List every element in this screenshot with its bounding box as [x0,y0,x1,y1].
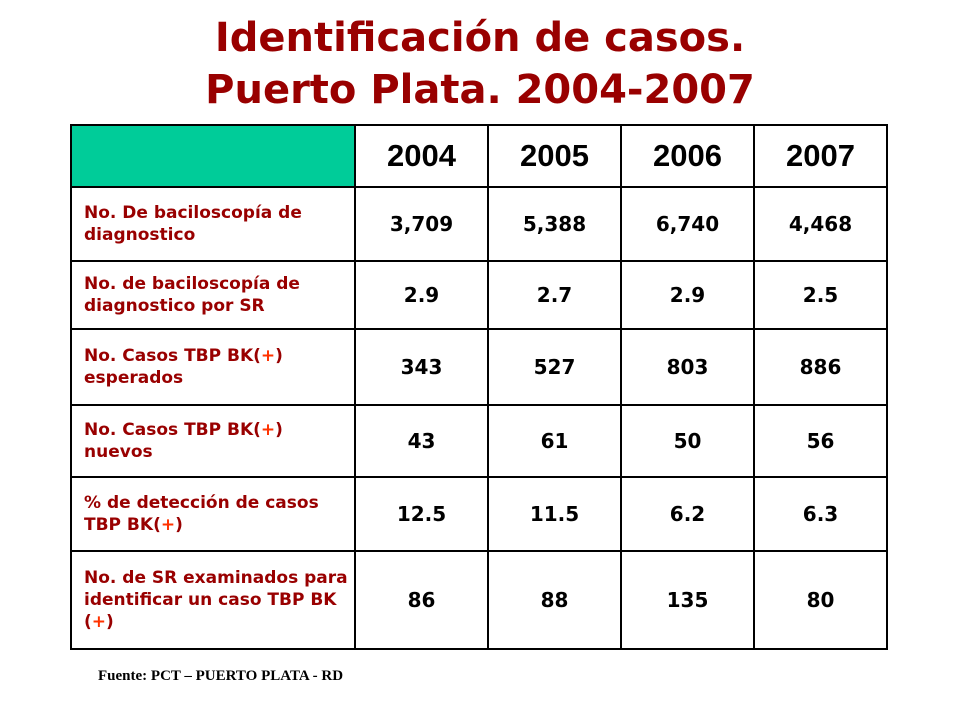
title-line-1: Identificación de casos. [214,15,746,61]
row-label: No. de SR examinados para identificar un… [70,550,356,650]
table-cell: 886 [753,328,888,406]
year-header: 2006 [620,124,755,188]
plus-sign: + [260,346,276,366]
table-cell: 527 [487,328,622,406]
table-row: No. de SR examinados para identificar un… [70,550,888,650]
year-header: 2007 [753,124,888,188]
table-row: % de detección de casos TBP BK(+) 12.5 1… [70,476,888,552]
table-cell: 2.5 [753,260,888,330]
table-cell: 135 [620,550,755,650]
table-header-row: 2004 2005 2006 2007 [70,124,888,188]
row-label: No. de baciloscopía de diagnostico por S… [70,260,356,330]
plus-sign: + [260,420,276,440]
row-label-text: No. Casos TBP BK( [84,420,261,440]
table-cell: 2.9 [354,260,489,330]
table-cell: 5,388 [487,186,622,262]
table-row: No. de baciloscopía de diagnostico por S… [70,260,888,330]
table-cell: 2.7 [487,260,622,330]
table-cell: 43 [354,404,489,478]
cases-table: 2004 2005 2006 2007 No. De baciloscopía … [70,124,888,650]
table-cell: 343 [354,328,489,406]
table-row: No. Casos TBP BK(+) nuevos 43 61 50 56 [70,404,888,478]
row-label-text: ) esperados [84,346,283,388]
table-cell: 80 [753,550,888,650]
table-cell: 4,468 [753,186,888,262]
table-cell: 50 [620,404,755,478]
row-label-text: % de detección de casos TBP BK( [84,493,319,535]
source-note: Fuente: PCT – PUERTO PLATA - RD [98,668,344,684]
year-header: 2004 [354,124,489,188]
table-cell: 6,740 [620,186,755,262]
row-label-text: ) [106,612,114,632]
table-cell: 61 [487,404,622,478]
row-label: % de detección de casos TBP BK(+) [70,476,356,552]
table-cell: 3,709 [354,186,489,262]
table-cell: 56 [753,404,888,478]
table-cell: 2.9 [620,260,755,330]
header-corner-cell [70,124,356,188]
title-line-2: Puerto Plata. 2004-2007 [205,67,755,113]
row-label-text: No. Casos TBP BK( [84,346,261,366]
table-cell: 12.5 [354,476,489,552]
row-label: No. Casos TBP BK(+) esperados [70,328,356,406]
table-cell: 6.2 [620,476,755,552]
year-header: 2005 [487,124,622,188]
table-cell: 88 [487,550,622,650]
row-label-text: ) [175,515,183,535]
row-label-text: ) nuevos [84,420,283,462]
table-row: No. Casos TBP BK(+) esperados 343 527 80… [70,328,888,406]
plus-sign: + [91,612,107,632]
row-label: No. Casos TBP BK(+) nuevos [70,404,356,478]
table-cell: 803 [620,328,755,406]
plus-sign: + [160,515,176,535]
table-row: No. De baciloscopía de diagnostico 3,709… [70,186,888,262]
table-cell: 86 [354,550,489,650]
row-label-text: No. de SR examinados para identificar un… [84,568,348,632]
table-cell: 11.5 [487,476,622,552]
row-label: No. De baciloscopía de diagnostico [70,186,356,262]
table-cell: 6.3 [753,476,888,552]
